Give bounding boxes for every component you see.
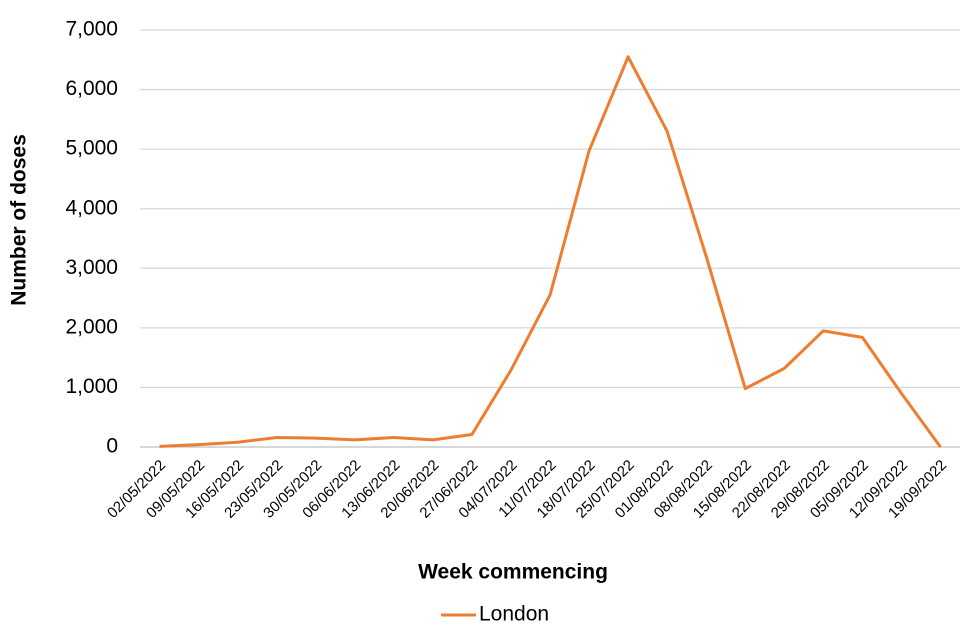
- legend-label: London: [479, 603, 549, 626]
- y-tick-label: 5,000: [65, 137, 118, 160]
- y-tick-label: 1,000: [65, 375, 118, 398]
- y-tick-label: 3,000: [65, 256, 118, 279]
- y-tick-label: 7,000: [65, 18, 118, 41]
- x-axis-title: Week commencing: [418, 561, 608, 584]
- y-axis-title: Number of doses: [8, 134, 31, 306]
- y-tick-label: 4,000: [65, 196, 118, 219]
- y-tick-label: 6,000: [65, 77, 118, 100]
- y-tick-label: 2,000: [65, 315, 118, 338]
- data-line: [159, 55, 942, 448]
- y-tick-label: 0: [106, 435, 118, 458]
